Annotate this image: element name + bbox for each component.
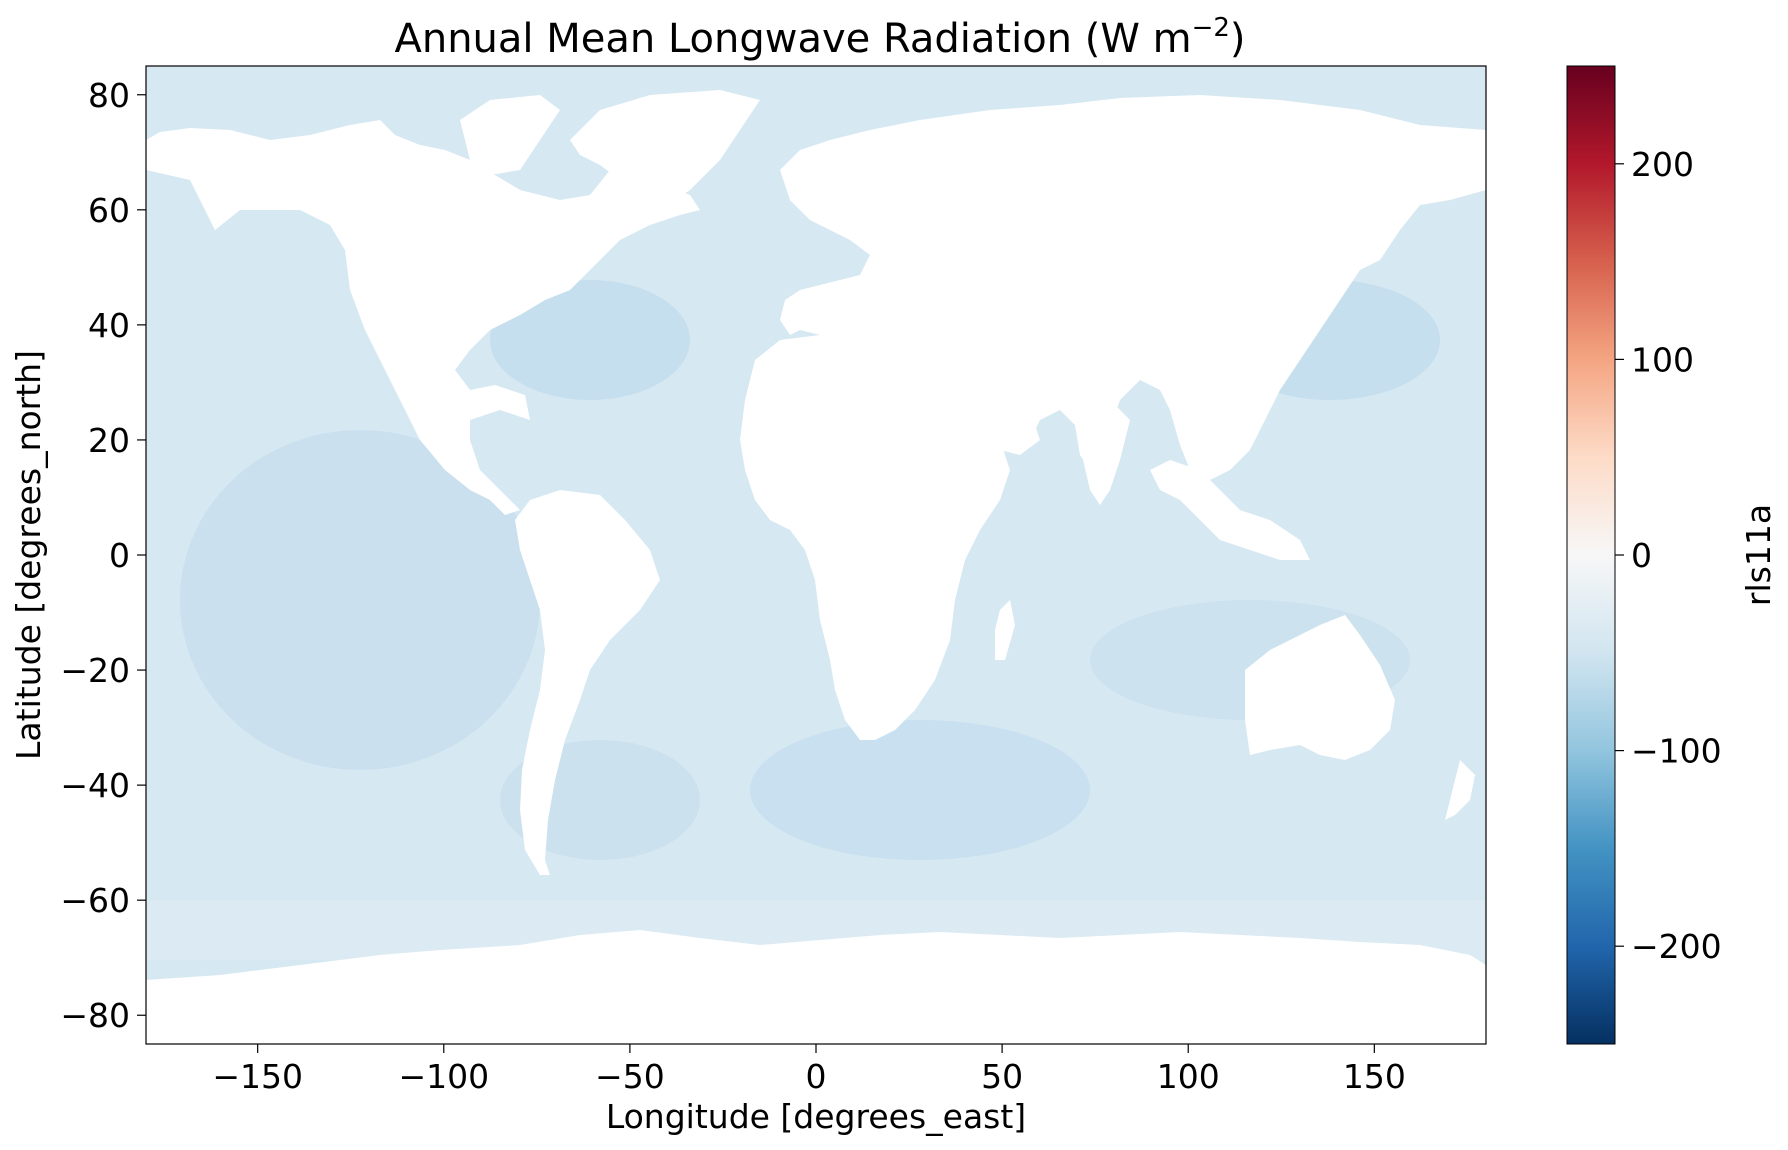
colorbar-label: rls11a [1739, 504, 1778, 606]
x-tick-label: 0 [806, 1057, 827, 1096]
y-axis: 80 60 40 20 0 −20 −40 −60 −80 [60, 76, 146, 1035]
x-axis-label: Longitude [degrees_east] [606, 1097, 1026, 1136]
x-axis: −150 −100 −50 0 50 100 150 [212, 1044, 1406, 1096]
land-antarctica [146, 930, 1486, 1044]
map-panel [145, 65, 1487, 1045]
y-tick-label: −60 [60, 881, 130, 920]
x-tick-label: 100 [1157, 1057, 1220, 1096]
land-africa [740, 335, 1010, 740]
y-tick-label: −20 [60, 651, 130, 690]
colorbar-tick-label: 0 [1631, 536, 1652, 575]
y-tick-label: 0 [109, 536, 130, 575]
land-south-america [515, 490, 660, 875]
colorbar-gradient [1566, 65, 1616, 1045]
land-scandinavia [790, 150, 880, 230]
ocean-shade [750, 720, 1090, 860]
y-tick-label: 60 [88, 191, 130, 230]
x-tick-label: −150 [212, 1057, 303, 1096]
y-tick-label: 40 [88, 306, 130, 345]
x-tick-label: −100 [398, 1057, 489, 1096]
land-mask [146, 90, 1486, 1044]
y-tick-label: 20 [88, 421, 130, 460]
y-tick-label: −80 [60, 996, 130, 1035]
colorbar-tick-label: −200 [1631, 927, 1722, 966]
land-japan [1290, 290, 1320, 345]
x-tick-label: 150 [1343, 1057, 1406, 1096]
ocean-shade [180, 430, 540, 770]
colorbar: 200 100 0 −100 −200 rls11a [1566, 65, 1778, 1045]
land-arctic-islands [460, 95, 560, 175]
land-southeast-asia [1150, 460, 1310, 560]
colorbar-tick-label: −100 [1631, 732, 1722, 771]
x-tick-label: 50 [981, 1057, 1023, 1096]
land-new-zealand [1445, 760, 1475, 820]
land-madagascar [995, 600, 1015, 660]
y-tick-label: 80 [88, 76, 130, 115]
y-axis-label: Latitude [degrees_north] [9, 350, 48, 760]
land-arabia [950, 380, 1040, 455]
land-india [1080, 400, 1130, 505]
land-eurasia [780, 95, 1486, 480]
land-greenland [570, 90, 760, 210]
x-tick-label: −50 [595, 1057, 665, 1096]
land-australia [1245, 615, 1395, 760]
land-north-america [146, 120, 700, 515]
colorbar-ticks: 200 100 0 −100 −200 [1615, 145, 1722, 966]
ocean-shade [490, 280, 690, 400]
colorbar-tick-label: 200 [1631, 145, 1694, 184]
y-tick-label: −40 [60, 766, 130, 805]
chart-title: Annual Mean Longwave Radiation (W m−2) [394, 13, 1245, 62]
colorbar-tick-label: 100 [1631, 340, 1694, 379]
